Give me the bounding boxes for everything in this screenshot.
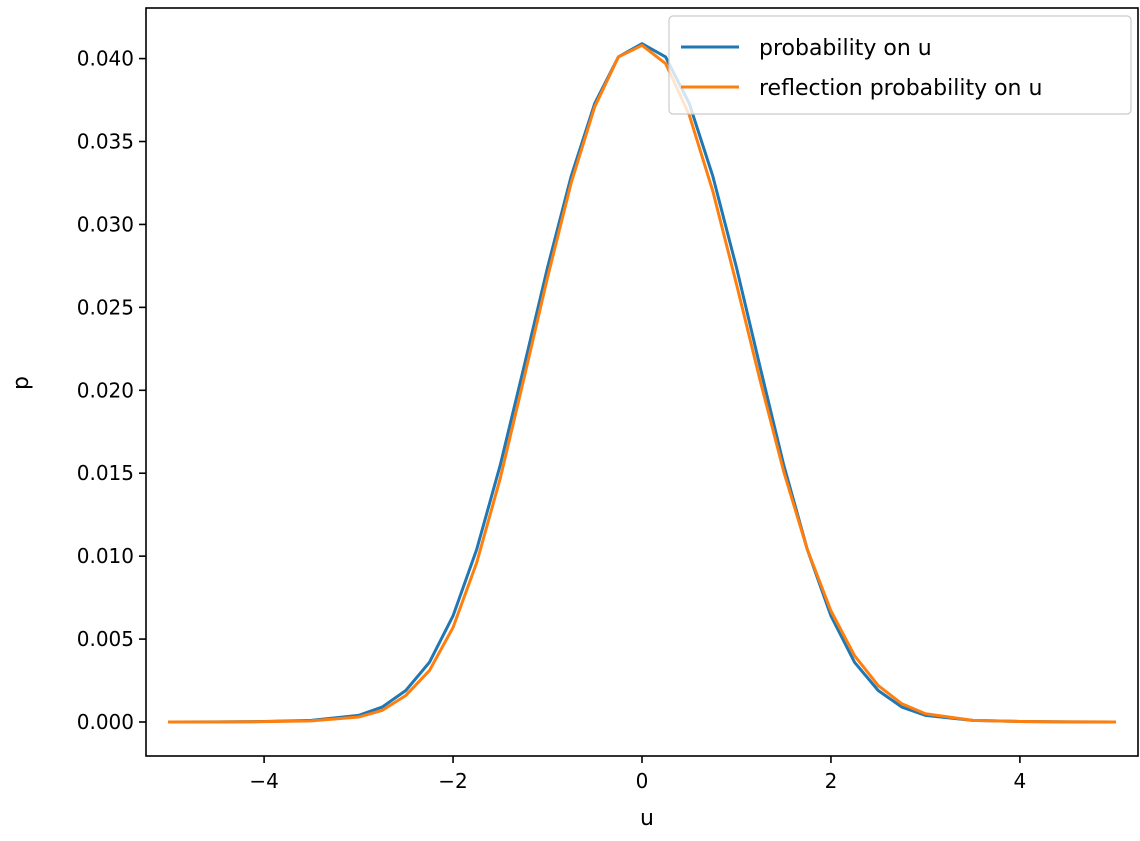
legend-label-0: probability on u xyxy=(759,36,932,61)
x-tick-label: 4 xyxy=(1014,769,1027,793)
y-tick-label: 0.035 xyxy=(77,130,134,154)
y-axis-label: p xyxy=(9,376,34,390)
y-tick-label: 0.005 xyxy=(77,627,134,651)
y-tick-label: 0.000 xyxy=(77,710,134,734)
x-tick-label: 2 xyxy=(825,769,838,793)
series-line-1 xyxy=(168,43,1116,724)
y-tick-label: 0.025 xyxy=(77,295,134,319)
y-tick-label: 0.020 xyxy=(77,378,134,402)
x-tick-label: −4 xyxy=(249,769,278,793)
y-axis-ticks: 0.000 0.005 0.010 0.015 0.020 0.025 0.030 0.035… xyxy=(77,47,146,734)
y-tick-label: 0.010 xyxy=(77,544,134,568)
series-line-0 xyxy=(168,42,1116,724)
x-axis-ticks: −4 −2 0 2 4 xyxy=(249,756,1026,793)
y-tick-label: 0.030 xyxy=(77,212,134,236)
legend: probability on u reflection probability o… xyxy=(668,15,1132,115)
legend-box xyxy=(668,15,1132,115)
y-tick-label: 0.015 xyxy=(77,461,134,485)
x-tick-label: −2 xyxy=(438,769,467,793)
x-axis-label: u xyxy=(640,806,654,831)
x-tick-label: 0 xyxy=(636,769,649,793)
series-layer xyxy=(168,42,1116,724)
legend-label-1: reflection probability on u xyxy=(759,76,1042,101)
y-tick-label: 0.040 xyxy=(77,47,134,71)
